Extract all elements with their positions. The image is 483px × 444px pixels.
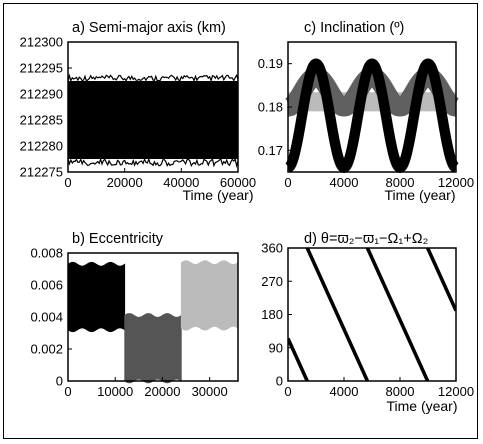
panel-title-d: d) θ=ϖ₂−ϖ₁−Ω₁+Ω₂ (304, 231, 428, 247)
x-tick-label: 4000 (330, 175, 359, 190)
x-axis-label-a: Time (year) (182, 187, 253, 203)
inclination-series-dark-gray (279, 67, 465, 117)
y-tick-label: 0 (276, 374, 283, 389)
y-tick-label: 0.002 (30, 342, 63, 357)
plot-frame-a (67, 41, 239, 173)
theta-line-3 (365, 248, 430, 381)
y-tick-label: 212280 (20, 139, 63, 154)
semi-major-axis-lower-spikes (67, 157, 239, 169)
y-tick-label: 212285 (20, 113, 63, 128)
figure-frame (3, 3, 478, 439)
x-tick-label: 12000 (438, 175, 474, 190)
x-tick-label: 20000 (144, 384, 180, 399)
x-tick-label: 0 (284, 384, 291, 399)
y-tick-label: 0.006 (30, 278, 63, 293)
x-tick-label: 60000 (220, 175, 256, 190)
y-tick-label: 0 (56, 374, 63, 389)
eccentricity-series (67, 260, 239, 384)
y-tick-label: 212300 (20, 35, 63, 50)
y-tick-label: 0.004 (30, 310, 63, 325)
panel-title-c: c) Inclination (º) (304, 20, 404, 36)
y-tick-label: 180 (261, 307, 283, 322)
ticks-d: 0 4000 8000 12000 0 90 180 270 360 (261, 241, 474, 400)
y-tick-label: 0.008 (30, 246, 63, 261)
x-tick-label: 4000 (330, 384, 359, 399)
theta-line-4 (426, 248, 456, 312)
panel-title-a: a) Semi-major axis (km) (72, 20, 226, 36)
x-tick-label: 0 (64, 175, 71, 190)
panel-title-b: b) Eccentricity (72, 231, 164, 247)
theta-line-2 (305, 248, 370, 381)
x-tick-label: 30000 (192, 384, 228, 399)
y-tick-label: 0.19 (258, 56, 283, 71)
y-tick-label: 0.17 (258, 143, 283, 158)
plot-frame-d (287, 247, 457, 382)
y-tick-label: 212295 (20, 61, 63, 76)
ticks-c: 0 4000 8000 12000 0.17 0.18 0.19 (258, 56, 474, 190)
x-tick-label: 40000 (163, 175, 199, 190)
inclination-series-black (283, 58, 461, 173)
panel-theta: 0 4000 8000 12000 0 90 180 270 360 d) θ=ϖ₂−ϖ₁−Ω₁… (261, 231, 474, 414)
x-tick-label: 8000 (386, 384, 415, 399)
x-tick-label: 0 (64, 384, 71, 399)
y-tick-label: 0.18 (258, 100, 283, 115)
panel-inclination: 0 4000 8000 12000 0.17 0.18 0.19 c) Inclinatio… (258, 20, 474, 203)
semi-major-axis-band (68, 81, 238, 159)
eccentricity-band-1 (67, 261, 126, 333)
x-tick-label: 10000 (97, 384, 133, 399)
panel-eccentricity: 0 10000 20000 30000 0 0.002 0.004 0.006 0.008 b)… (30, 231, 239, 400)
inclination-series (279, 58, 465, 173)
y-tick-label: 270 (261, 274, 283, 289)
theta-series (288, 248, 456, 381)
y-tick-label: 360 (261, 241, 283, 256)
x-tick-label: 8000 (386, 175, 415, 190)
ticks-a: 0 20000 40000 60000 212275 212280 212285 212290… (20, 35, 256, 191)
x-axis-label-c: Time (year) (384, 187, 455, 203)
eccentricity-band-2 (124, 313, 182, 384)
semi-major-axis-series (67, 73, 239, 169)
x-tick-label: 0 (284, 175, 291, 190)
panel-semi-major-axis: 0 20000 40000 60000 212275 212280 212285 212290… (20, 20, 256, 203)
ticks-b: 0 10000 20000 30000 0 0.002 0.004 0.006 0.008 (30, 246, 227, 400)
semi-major-axis-upper-spikes (67, 73, 239, 83)
x-tick-label: 12000 (438, 384, 474, 399)
theta-line-1 (288, 337, 309, 381)
eccentricity-band-3 (180, 260, 239, 331)
x-tick-label: 20000 (107, 175, 143, 190)
x-axis-label-d: Time (year) (386, 398, 457, 414)
y-tick-label: 90 (269, 340, 283, 355)
y-tick-label: 212290 (20, 87, 63, 102)
y-tick-label: 212275 (20, 165, 63, 180)
